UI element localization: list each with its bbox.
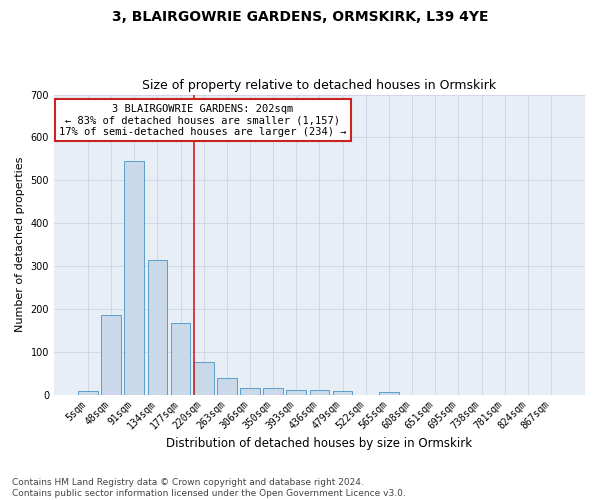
Bar bbox=[379, 392, 399, 394]
Bar bbox=[263, 388, 283, 394]
X-axis label: Distribution of detached houses by size in Ormskirk: Distribution of detached houses by size … bbox=[166, 437, 473, 450]
Bar bbox=[78, 391, 98, 394]
Bar bbox=[217, 378, 236, 394]
Text: Contains HM Land Registry data © Crown copyright and database right 2024.
Contai: Contains HM Land Registry data © Crown c… bbox=[12, 478, 406, 498]
Text: 3 BLAIRGOWRIE GARDENS: 202sqm
← 83% of detached houses are smaller (1,157)
17% o: 3 BLAIRGOWRIE GARDENS: 202sqm ← 83% of d… bbox=[59, 104, 346, 137]
Bar bbox=[310, 390, 329, 394]
Text: 3, BLAIRGOWRIE GARDENS, ORMSKIRK, L39 4YE: 3, BLAIRGOWRIE GARDENS, ORMSKIRK, L39 4Y… bbox=[112, 10, 488, 24]
Y-axis label: Number of detached properties: Number of detached properties bbox=[15, 157, 25, 332]
Bar bbox=[194, 362, 214, 394]
Bar bbox=[286, 390, 306, 394]
Bar bbox=[333, 391, 352, 394]
Bar bbox=[101, 316, 121, 394]
Bar bbox=[148, 260, 167, 394]
Bar bbox=[240, 388, 260, 394]
Title: Size of property relative to detached houses in Ormskirk: Size of property relative to detached ho… bbox=[142, 79, 497, 92]
Bar bbox=[124, 161, 144, 394]
Bar bbox=[170, 322, 190, 394]
